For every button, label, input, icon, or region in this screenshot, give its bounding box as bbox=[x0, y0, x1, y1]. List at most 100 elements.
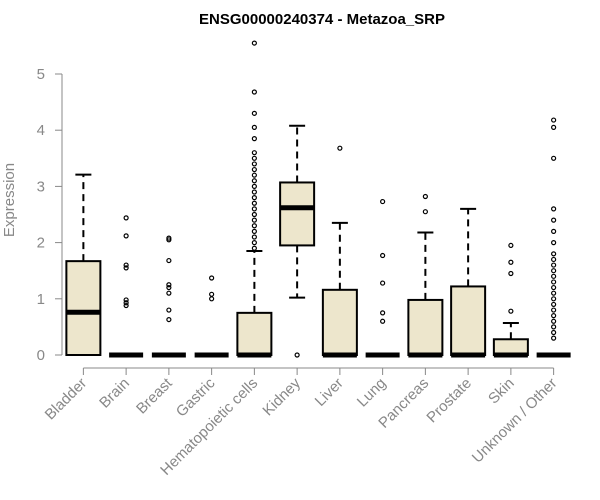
outlier-point bbox=[251, 234, 257, 240]
box-hematopoietic-cells bbox=[236, 40, 273, 358]
x-tick-label: Liver bbox=[312, 375, 347, 410]
outlier-point bbox=[551, 256, 557, 263]
outlier-point bbox=[422, 209, 428, 215]
box-skin bbox=[492, 242, 529, 358]
box-body bbox=[407, 298, 444, 357]
outlier-point bbox=[251, 217, 257, 223]
outlier-point bbox=[551, 313, 557, 319]
outlier-point bbox=[251, 136, 257, 142]
outlier-point bbox=[123, 297, 129, 303]
y-tick-label: 2 bbox=[37, 235, 45, 252]
outlier-point bbox=[551, 290, 557, 296]
outlier-point bbox=[380, 198, 386, 205]
outlier-point bbox=[209, 275, 215, 281]
outlier-point bbox=[251, 189, 257, 195]
box-breast bbox=[151, 235, 186, 358]
outlier-point bbox=[251, 200, 257, 206]
outlier-point bbox=[380, 280, 386, 286]
outlier-point bbox=[551, 318, 557, 324]
outlier-point bbox=[251, 89, 257, 95]
chart-title: ENSG00000240374 - Metazoa_SRP bbox=[199, 11, 445, 28]
outlier-point bbox=[166, 316, 172, 323]
outlier-point bbox=[251, 155, 257, 161]
outlier-point bbox=[166, 307, 172, 313]
box-pancreas bbox=[407, 193, 444, 358]
outlier-point bbox=[551, 117, 557, 123]
outlier-point bbox=[251, 223, 257, 229]
outlier-point bbox=[551, 279, 557, 285]
outlier-point bbox=[551, 155, 557, 161]
outlier-point bbox=[123, 262, 129, 268]
outlier-point bbox=[123, 302, 129, 309]
outlier-point bbox=[166, 237, 172, 243]
outlier-point bbox=[551, 228, 557, 234]
outlier-point bbox=[551, 307, 557, 313]
outlier-point bbox=[422, 193, 428, 200]
outlier-point bbox=[551, 301, 557, 308]
outlier-point bbox=[251, 124, 257, 130]
outlier-point bbox=[251, 206, 257, 212]
box-bladder bbox=[65, 173, 102, 356]
outlier-point bbox=[251, 245, 257, 251]
box-brain bbox=[109, 215, 144, 358]
x-tick-label: Lung bbox=[354, 375, 390, 411]
outlier-point bbox=[551, 206, 557, 212]
outlier-point bbox=[551, 324, 557, 330]
x-tick-label: Prostate bbox=[423, 375, 475, 427]
outlier-point bbox=[251, 166, 257, 173]
outlier-point bbox=[294, 352, 300, 358]
box-body bbox=[450, 285, 487, 357]
outlier-point bbox=[380, 310, 386, 316]
outlier-point bbox=[551, 329, 557, 336]
x-tick-label: Kidney bbox=[259, 374, 304, 419]
outlier-point bbox=[209, 296, 215, 302]
outlier-point bbox=[123, 215, 129, 221]
y-tick-label: 4 bbox=[37, 122, 45, 139]
box-body bbox=[65, 260, 102, 356]
box-unknown-other bbox=[536, 117, 571, 358]
outlier-point bbox=[508, 242, 514, 249]
outlier-point bbox=[508, 259, 514, 265]
outlier-point bbox=[251, 172, 257, 178]
outlier-point bbox=[551, 251, 557, 257]
x-tick-label: Breast bbox=[133, 374, 176, 417]
outlier-point bbox=[123, 233, 129, 239]
outlier-point bbox=[251, 178, 257, 184]
box-liver bbox=[321, 145, 358, 358]
outlier-point bbox=[166, 282, 172, 288]
y-tick-label: 1 bbox=[37, 291, 45, 308]
outlier-point bbox=[251, 183, 257, 189]
y-tick-label: 0 bbox=[37, 347, 45, 364]
outlier-point bbox=[337, 145, 343, 151]
outlier-point bbox=[251, 40, 257, 46]
outlier-point bbox=[508, 270, 514, 277]
outlier-point bbox=[380, 318, 386, 324]
outlier-point bbox=[123, 300, 129, 306]
y-tick-label: 3 bbox=[37, 178, 45, 195]
y-tick-label: 5 bbox=[37, 66, 45, 83]
box-body bbox=[321, 288, 358, 357]
x-tick-label: Skin bbox=[485, 375, 518, 408]
outlier-point bbox=[166, 257, 172, 264]
y-axis: 0 1 2 3 4 5 bbox=[37, 66, 63, 364]
outlier-point bbox=[251, 110, 257, 116]
outlier-point bbox=[251, 161, 257, 167]
outlier-point bbox=[551, 335, 557, 341]
x-tick-label: Brain bbox=[96, 375, 133, 412]
outlier-point bbox=[508, 308, 514, 314]
box-body bbox=[279, 181, 316, 247]
outlier-point bbox=[551, 240, 557, 246]
outlier-point bbox=[380, 252, 386, 259]
boxes-group bbox=[65, 40, 571, 358]
outlier-point bbox=[551, 296, 557, 302]
outlier-point bbox=[251, 150, 257, 156]
outlier-point bbox=[251, 195, 257, 201]
box-body bbox=[236, 311, 273, 357]
box-lung bbox=[365, 198, 400, 358]
outlier-point bbox=[166, 235, 172, 241]
outlier-point bbox=[551, 217, 557, 223]
outlier-point bbox=[166, 290, 172, 296]
